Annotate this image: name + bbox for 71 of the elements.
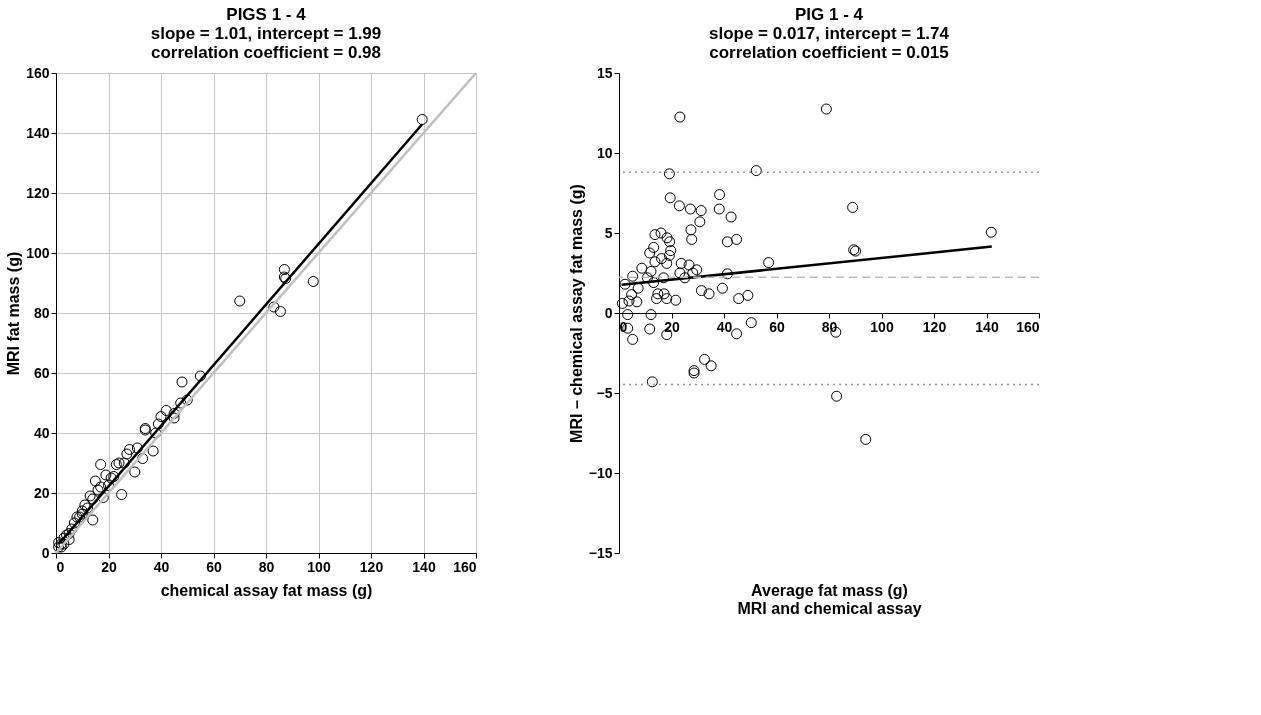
point <box>103 480 114 491</box>
point <box>95 459 107 470</box>
y-tick-label: −15 <box>588 544 613 561</box>
y-tick-label: −10 <box>588 464 613 481</box>
point <box>147 445 159 457</box>
point <box>168 412 180 424</box>
x-tick-label: 80 <box>258 558 275 575</box>
x-tick-label: 60 <box>206 558 222 575</box>
x-tick-label: 20 <box>101 558 117 575</box>
point <box>97 492 109 503</box>
x-tick-label: 120 <box>359 558 384 575</box>
point <box>116 489 128 500</box>
x-tick-label: 140 <box>412 558 436 575</box>
point <box>66 523 78 535</box>
y-tick-label: 0 <box>604 304 613 321</box>
x-tick-label: 20 <box>664 318 680 335</box>
x-tick-label: 160 <box>453 558 477 575</box>
point <box>160 405 172 416</box>
point <box>152 418 164 430</box>
x-axis-title: Average fat mass (g) MRI and chemical assay <box>737 581 922 617</box>
y-tick-label: 140 <box>26 124 50 141</box>
x-tick-label: 80 <box>821 318 838 335</box>
y-tick-label: 100 <box>26 244 50 261</box>
point <box>416 114 428 125</box>
y-tick-label: −5 <box>596 384 613 401</box>
x-tick-label: 100 <box>307 558 331 575</box>
point <box>168 408 180 419</box>
y-tick-label: 15 <box>596 64 613 81</box>
point <box>100 469 112 481</box>
point <box>89 475 101 487</box>
point <box>278 264 290 275</box>
y-tick-label: 60 <box>33 364 50 381</box>
point <box>175 397 187 409</box>
y-axis-title: MRI – chemical assay fat mass (g) <box>567 184 585 443</box>
y-axis-title: MRI fat mass (g) <box>5 251 23 376</box>
point <box>194 370 206 382</box>
y-tick-label: 5 <box>604 224 613 241</box>
y-tick-label: 160 <box>26 64 50 81</box>
x-tick-label: 40 <box>153 558 170 575</box>
y-tick-label: 40 <box>33 424 50 441</box>
point <box>176 376 188 388</box>
point <box>150 427 162 439</box>
point <box>131 442 143 454</box>
point <box>155 411 167 422</box>
point <box>118 457 130 469</box>
x-tick-label: 60 <box>769 318 785 335</box>
x-tick-label: 140 <box>975 318 999 335</box>
x-tick-label: 40 <box>716 318 733 335</box>
point <box>87 514 99 526</box>
y-tick-label: 0 <box>41 544 50 561</box>
point <box>129 466 141 478</box>
point <box>121 448 133 460</box>
point <box>181 394 193 406</box>
point <box>274 306 286 317</box>
point <box>307 276 319 287</box>
chart-title: PIGS 1 - 4 slope = 1.01, intercept = 1.99 correlation coefficient = 0.98 <box>150 5 382 62</box>
point <box>124 444 135 455</box>
point <box>68 517 80 529</box>
x-tick-label: 120 <box>922 318 947 335</box>
point <box>268 301 280 313</box>
point <box>137 453 149 464</box>
point <box>234 295 246 307</box>
y-tick-label: 10 <box>596 144 613 161</box>
x-axis-title: chemical assay fat mass (g) <box>160 581 373 599</box>
chart-title: PIG 1 - 4 slope = 0.017, intercept = 1.74 correlation coefficient = 0.015 <box>708 5 950 62</box>
y-tick-label: 120 <box>26 184 50 201</box>
x-tick-label: 100 <box>870 318 894 335</box>
y-tick-label: 20 <box>33 484 50 501</box>
y-tick-label: 80 <box>33 304 50 321</box>
x-tick-label: 0 <box>56 558 65 575</box>
x-tick-label: 160 <box>1016 318 1040 335</box>
